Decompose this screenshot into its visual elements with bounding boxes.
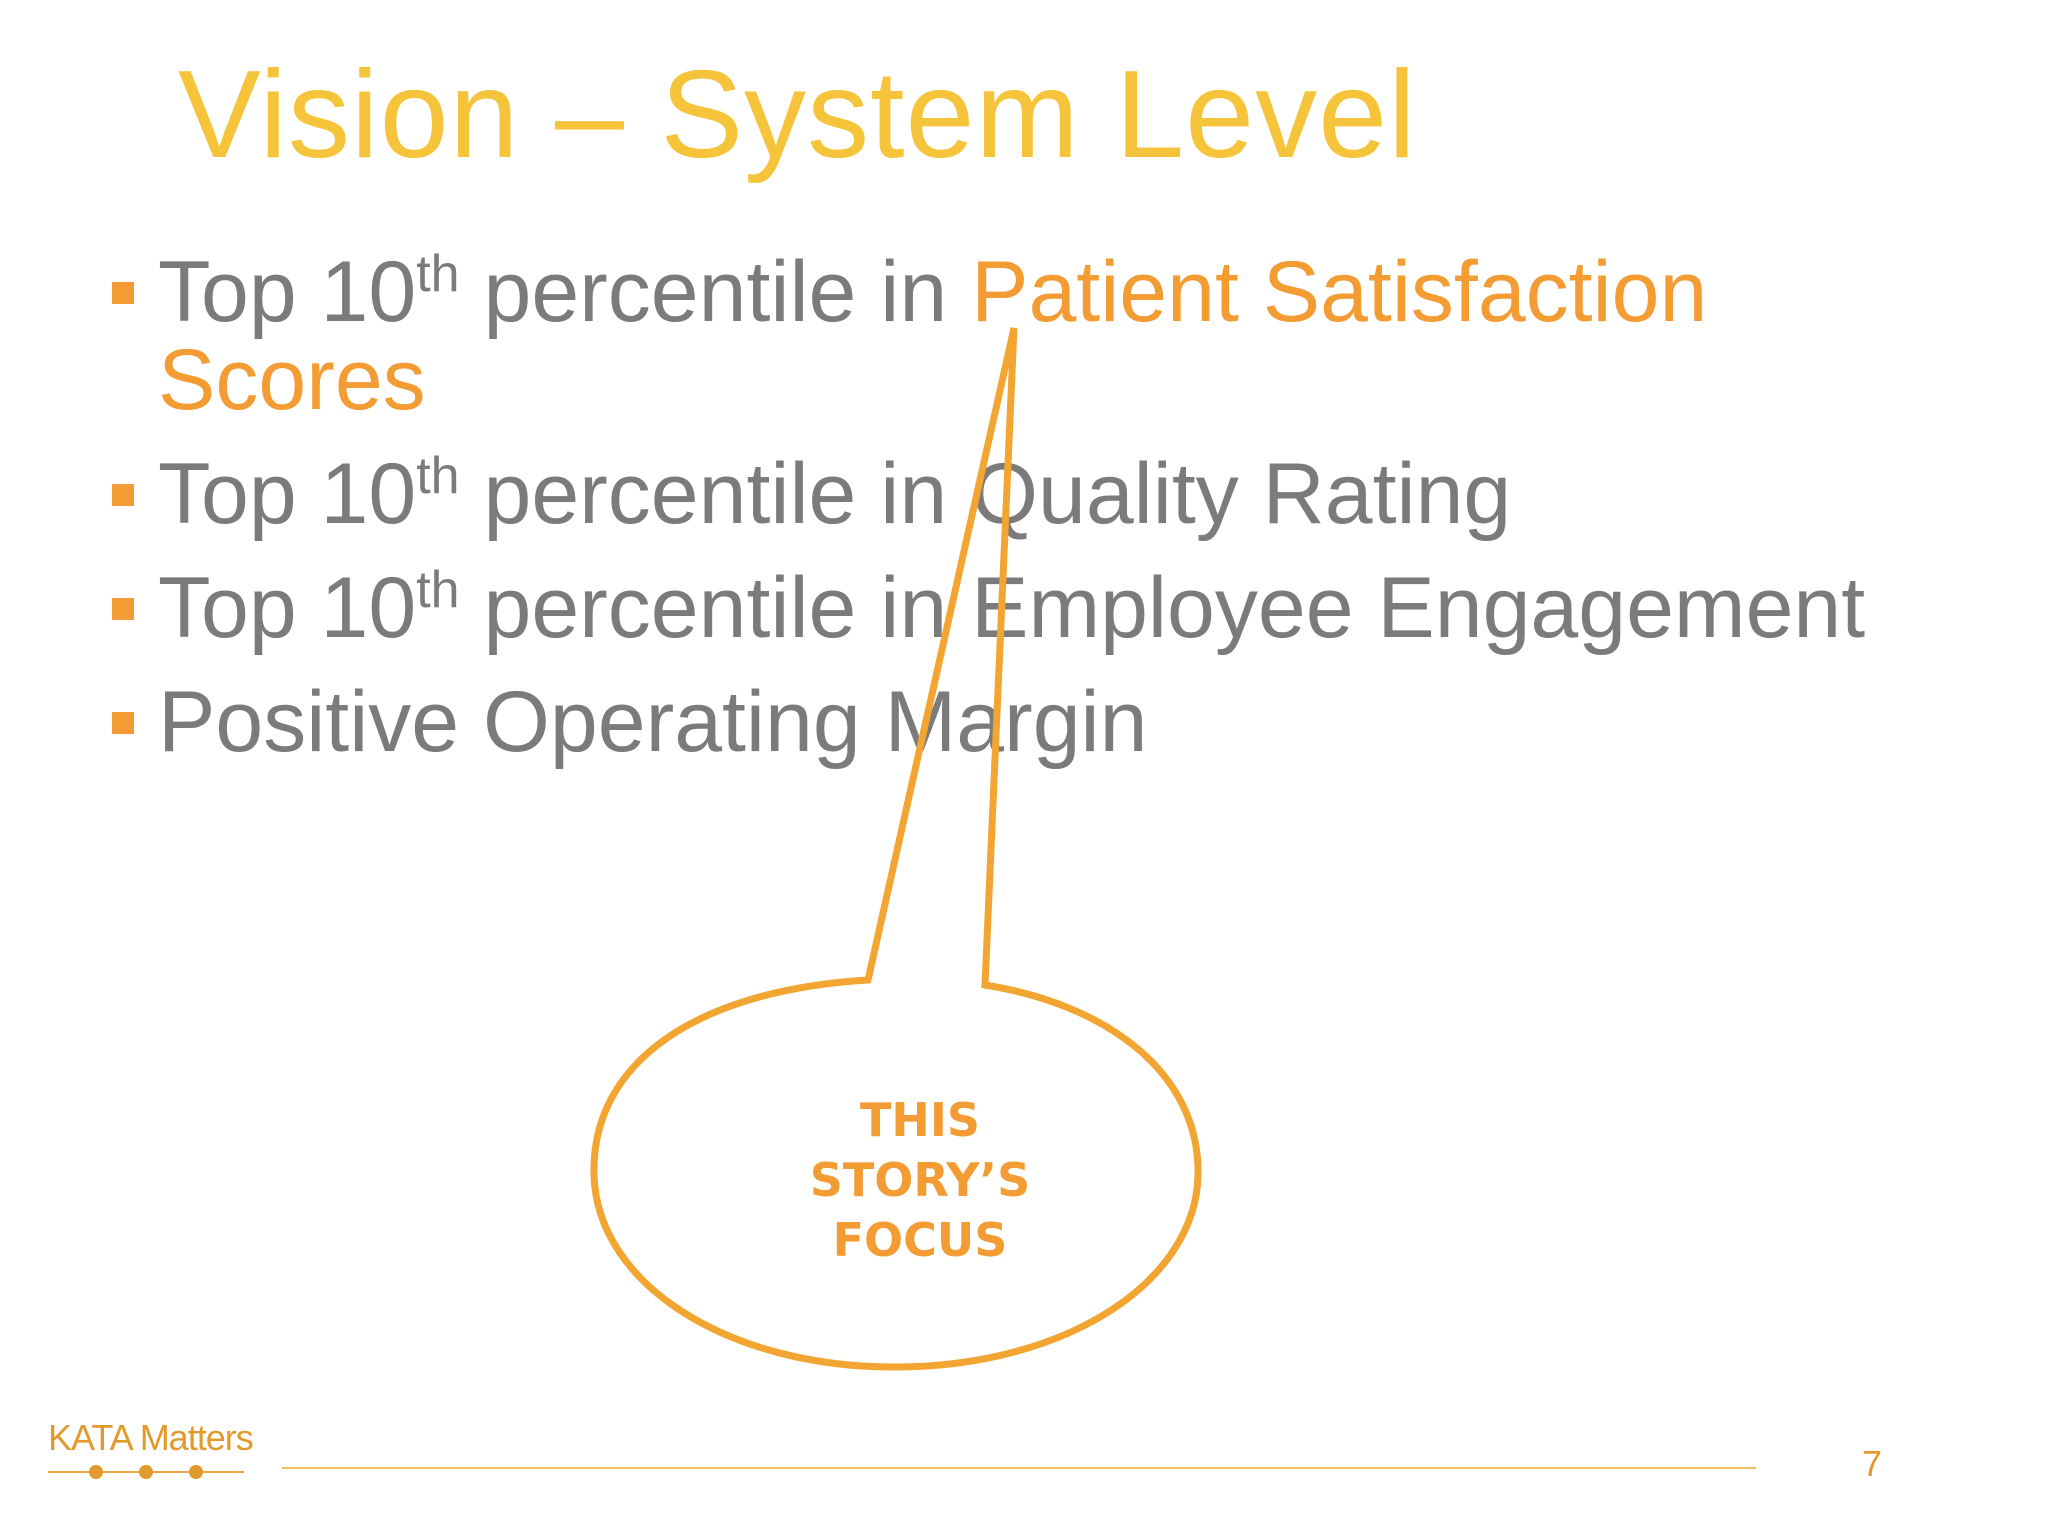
bullet-superscript: th (416, 561, 460, 619)
bullet-middle: percentile in (459, 244, 972, 340)
bullet-middle: percentile in Employee Engagement (459, 560, 1866, 656)
bullet-square-icon (112, 712, 134, 734)
bullet-item: Positive Operating Margin (108, 678, 1968, 766)
bullet-square-icon (112, 484, 134, 506)
logo-text: KATA Matters (48, 1417, 254, 1458)
bullet-item: Top 10th percentile in Employee Engageme… (108, 564, 1968, 652)
bullet-item: Top 10th percentile in Quality Rating (108, 450, 1968, 538)
slide-title: Vision – System Level (178, 46, 1417, 184)
bullet-prefix: Top 10 (158, 446, 417, 542)
callout-line: FOCUS (832, 1213, 1008, 1267)
kata-matters-logo: KATA Matters (48, 1418, 254, 1488)
callout-line: STORY’S (809, 1153, 1031, 1207)
page-number: 7 (1862, 1443, 1883, 1484)
bullet-line: Top 10th percentile in Patient Satisfact… (158, 248, 1968, 336)
bullet-superscript: th (416, 245, 460, 303)
bullet-middle: percentile in Quality Rating (459, 446, 1512, 542)
bullet-square-icon (112, 598, 134, 620)
bullet-item: Top 10th percentile in Patient Satisfact… (108, 248, 1968, 424)
bullet-superscript: th (416, 447, 460, 505)
bullet-line: Positive Operating Margin (158, 674, 1148, 770)
bullet-highlight-continued: Scores (158, 332, 426, 428)
bullet-square-icon (112, 282, 134, 304)
bullet-prefix: Top 10 (158, 560, 417, 656)
logo-dot-icon (189, 1465, 203, 1479)
callout-line: THIS (859, 1093, 981, 1147)
bullet-line: Top 10th percentile in Employee Engageme… (158, 564, 1968, 652)
logo-dot-icon (139, 1465, 153, 1479)
footer-divider (282, 1467, 1756, 1469)
logo-dot-icon (89, 1465, 103, 1479)
bullet-highlight: Patient Satisfaction (971, 244, 1708, 340)
bullet-line: Top 10th percentile in Quality Rating (158, 450, 1968, 538)
callout-text: THIS STORY’S FOCUS (780, 1090, 1060, 1270)
bullet-list: Top 10th percentile in Patient Satisfact… (108, 248, 1968, 792)
bullet-prefix: Top 10 (158, 244, 417, 340)
